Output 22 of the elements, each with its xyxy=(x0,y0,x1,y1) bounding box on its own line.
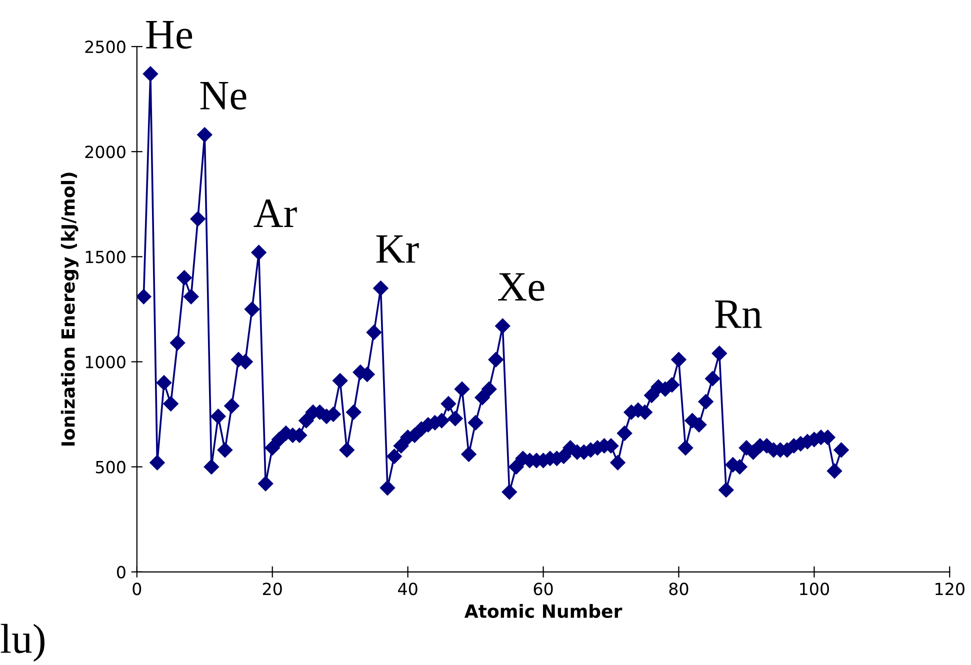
x-tick-label: 40 xyxy=(398,582,418,596)
x-tick-label: 0 xyxy=(132,582,142,596)
x-tick-label: 100 xyxy=(800,582,829,596)
annotation: Ar xyxy=(254,199,297,227)
y-tick-label: 0 xyxy=(116,566,126,578)
x-axis-title: Atomic Number xyxy=(464,604,622,618)
text: lu) xyxy=(0,624,44,662)
y-tick-label: 2500 xyxy=(85,40,126,54)
y-tick-label: 500 xyxy=(96,460,126,474)
y-tick-label: 2000 xyxy=(85,146,126,158)
y-tick-label: 1000 xyxy=(86,356,126,368)
y-axis-title: Ionization Eneregy (kJ/mol) xyxy=(60,172,79,446)
y-tick-label: 1500 xyxy=(86,250,126,264)
x-tick-label: 80 xyxy=(669,582,688,596)
annotation: Xe xyxy=(498,273,544,301)
x-tick-label: 60 xyxy=(534,582,553,596)
annotation: He xyxy=(146,21,192,49)
annotation: Kr xyxy=(376,235,419,263)
annotation: Rn xyxy=(715,300,762,328)
x-tick-label: 120 xyxy=(936,582,964,596)
annotation: Ne xyxy=(200,82,246,110)
x-tick-label: 20 xyxy=(262,582,282,596)
